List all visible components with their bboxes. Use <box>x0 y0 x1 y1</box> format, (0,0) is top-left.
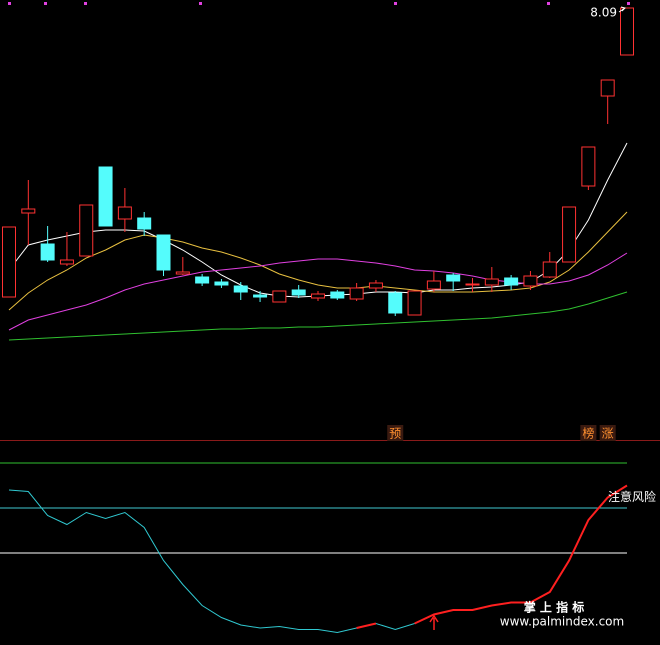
annotation: 预 <box>389 427 401 441</box>
candle-body <box>233 285 248 293</box>
candle-body <box>542 261 557 278</box>
candle-body <box>349 287 364 300</box>
watermark-url: www.palmindex.com <box>500 615 624 629</box>
annotation: 涨 <box>602 426 614 441</box>
annotation-box <box>580 425 597 441</box>
candle-body <box>2 226 16 298</box>
candle-body <box>21 208 36 214</box>
candle-body <box>40 243 55 261</box>
candle-body <box>253 294 268 298</box>
candle-body <box>426 280 441 290</box>
candle-body <box>214 281 229 286</box>
watermark-title: 掌 上 指 标 <box>524 600 585 615</box>
candle-body <box>620 7 634 56</box>
indicator-line <box>8 211 628 311</box>
candle-body <box>562 206 577 263</box>
candle-body <box>407 290 422 316</box>
candle-body <box>175 271 190 275</box>
indicator-line <box>8 291 628 341</box>
candle-body <box>195 276 210 284</box>
annotation-box <box>387 425 404 441</box>
candle-body <box>311 293 325 299</box>
candle-body <box>59 259 74 265</box>
candle-body <box>504 277 519 286</box>
indicator-line <box>414 484 628 625</box>
signal-arrow <box>429 614 439 630</box>
candle-body <box>79 204 94 257</box>
candle-body <box>523 275 538 287</box>
candle-body <box>330 291 345 299</box>
candle-body <box>117 206 132 220</box>
candle-body <box>388 292 403 314</box>
price-label: 8.09 <box>590 6 617 20</box>
candle-body <box>98 166 113 227</box>
candle-body <box>291 289 306 296</box>
candle-body <box>156 234 171 271</box>
risk-label: 注意风险 <box>608 489 656 504</box>
price-label-arrow <box>618 6 626 13</box>
candle-body <box>272 290 287 303</box>
candle-body <box>484 278 499 286</box>
top-markers <box>8 2 630 5</box>
annotation-box <box>599 425 616 441</box>
indicator-line <box>8 489 415 634</box>
annotation: 榜 <box>582 426 594 441</box>
candle-body <box>581 146 596 187</box>
candle-body <box>600 79 615 97</box>
candle-body <box>368 282 383 289</box>
candle-body <box>465 283 480 286</box>
candle-body <box>137 217 152 230</box>
candle-body <box>446 274 461 282</box>
indicator-line <box>356 622 377 629</box>
